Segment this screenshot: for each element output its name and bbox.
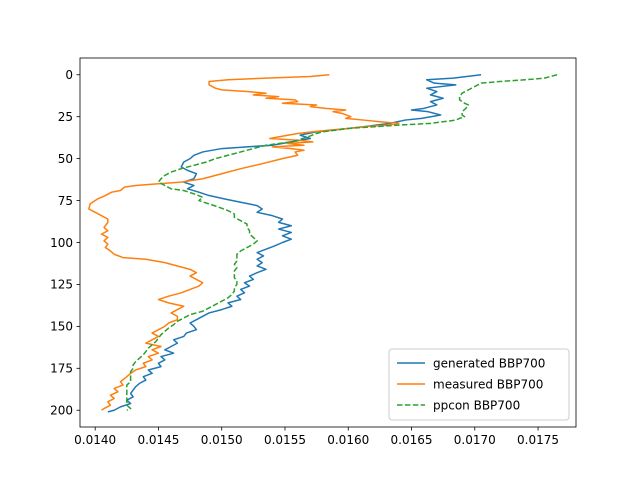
x-tick-label: 0.0160	[327, 433, 369, 447]
y-tick-label: 125	[50, 278, 73, 292]
x-tick-label: 0.0150	[201, 433, 243, 447]
legend-box	[388, 348, 570, 421]
legend-label: measured BBP700	[433, 377, 543, 391]
x-tick-label: 0.0145	[137, 433, 179, 447]
x-axis: 0.0140 0.0145 0.0150 0.0155 0.0160 0.0165 0.01…	[74, 427, 559, 447]
y-tick-label: 150	[50, 320, 73, 334]
y-tick-label: 200	[50, 404, 73, 418]
y-tick-label: 0	[65, 68, 73, 82]
y-tick-label: 175	[50, 362, 73, 376]
x-tick-label: 0.0170	[454, 433, 496, 447]
x-tick-label: 0.0175	[517, 433, 559, 447]
y-tick-label: 25	[58, 110, 73, 124]
series-line-generated-bbp700	[107, 74, 482, 413]
series-line-measured-bbp700	[88, 74, 400, 411]
y-axis: 0 25 50 75 100 125 150 175 200	[50, 68, 80, 418]
series-layer	[88, 74, 558, 413]
x-tick-label: 0.0140	[74, 433, 116, 447]
y-tick-label: 50	[58, 152, 73, 166]
x-tick-label: 0.0165	[391, 433, 433, 447]
legend-label: ppcon BBP700	[433, 398, 520, 412]
series-line-ppcon-bbp700	[126, 74, 558, 411]
y-tick-label: 75	[58, 194, 73, 208]
y-tick-label: 100	[50, 236, 73, 250]
x-tick-label: 0.0155	[264, 433, 306, 447]
legend: generated BBP700 measured BBP700 ppcon BBP…	[388, 348, 570, 421]
legend-label: generated BBP700	[433, 356, 545, 370]
